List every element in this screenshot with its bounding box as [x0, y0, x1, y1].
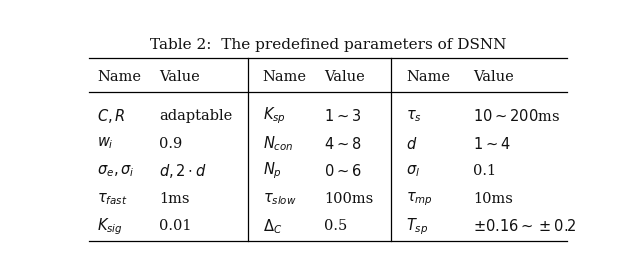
Text: $1 \sim 3$: $1 \sim 3$: [324, 108, 362, 124]
Text: $K_{sig}$: $K_{sig}$: [97, 216, 124, 237]
Text: 1ms: 1ms: [159, 192, 190, 206]
Text: $\tau_{mp}$: $\tau_{mp}$: [406, 190, 433, 207]
Text: $K_{sp}$: $K_{sp}$: [262, 106, 285, 126]
Text: Name: Name: [262, 70, 307, 84]
Text: $\tau_{fast}$: $\tau_{fast}$: [97, 191, 128, 207]
Text: 0.01: 0.01: [159, 219, 192, 233]
Text: Name: Name: [97, 70, 141, 84]
Text: $w_i$: $w_i$: [97, 136, 114, 151]
Text: 100ms: 100ms: [324, 192, 373, 206]
Text: Value: Value: [159, 70, 200, 84]
Text: Value: Value: [324, 70, 365, 84]
Text: $N_{con}$: $N_{con}$: [262, 134, 293, 153]
Text: $\tau_{slow}$: $\tau_{slow}$: [262, 191, 296, 207]
Text: $\Delta_C$: $\Delta_C$: [262, 217, 282, 236]
Text: 0.9: 0.9: [159, 137, 182, 151]
Text: $N_p$: $N_p$: [262, 161, 282, 181]
Text: Value: Value: [473, 70, 513, 84]
Text: 0.1: 0.1: [473, 164, 496, 178]
Text: 10ms: 10ms: [473, 192, 513, 206]
Text: $0 \sim 6$: $0 \sim 6$: [324, 163, 362, 179]
Text: $\sigma_e, \sigma_i$: $\sigma_e, \sigma_i$: [97, 163, 135, 179]
Text: $\sigma_l$: $\sigma_l$: [406, 163, 420, 179]
Text: $d$: $d$: [406, 136, 418, 151]
Text: Table 2:  The predefined parameters of DSNN: Table 2: The predefined parameters of DS…: [150, 38, 506, 52]
Text: $T_{sp}$: $T_{sp}$: [406, 216, 429, 237]
Text: $4 \sim 8$: $4 \sim 8$: [324, 136, 362, 151]
Text: $d, 2 \cdot d$: $d, 2 \cdot d$: [159, 162, 207, 180]
Text: $\tau_s$: $\tau_s$: [406, 108, 422, 124]
Text: adaptable: adaptable: [159, 109, 232, 123]
Text: $C, R$: $C, R$: [97, 107, 126, 125]
Text: 0.5: 0.5: [324, 219, 348, 233]
Text: $1 \sim 4$: $1 \sim 4$: [473, 136, 511, 151]
Text: Name: Name: [406, 70, 451, 84]
Text: $10 \sim 200$ms: $10 \sim 200$ms: [473, 108, 560, 124]
Text: $\pm 0.16 \sim \pm 0.2$: $\pm 0.16 \sim \pm 0.2$: [473, 218, 577, 234]
